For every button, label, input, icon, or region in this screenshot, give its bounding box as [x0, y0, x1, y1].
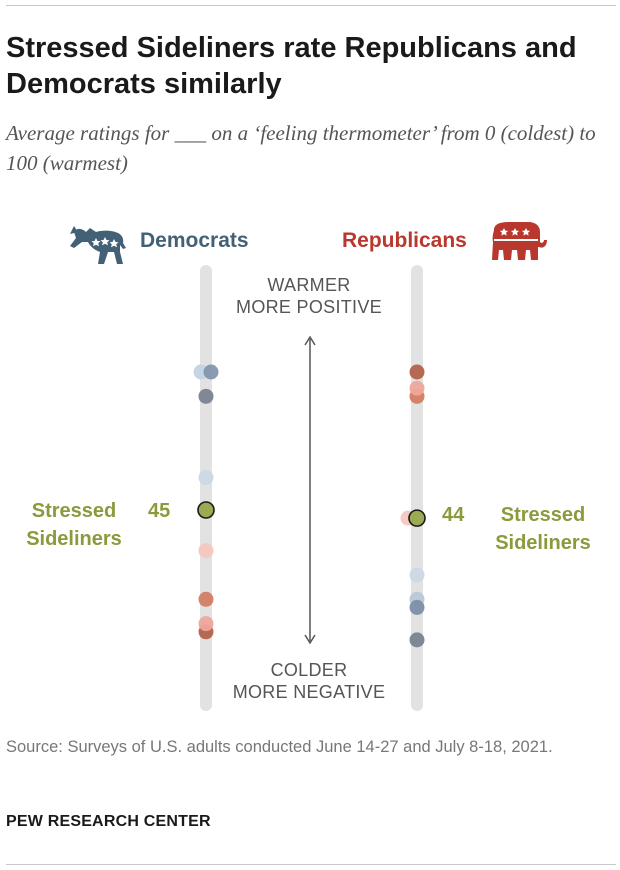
colder-note: COLDER MORE NEGATIVE — [219, 659, 399, 703]
chart-title: Stressed Sideliners rate Republicans and… — [6, 32, 577, 100]
republicans-group-label: Stressed Sideliners — [495, 504, 591, 554]
dot-republicans-highlight — [408, 509, 426, 527]
bottom-rule — [6, 864, 616, 865]
footer-brand: PEW RESEARCH CENTER — [6, 813, 211, 830]
democrats-highlight-value: 45 — [148, 500, 171, 522]
democrats-group-label: Stressed Sideliners — [26, 500, 122, 550]
dot-republicans-2 — [409, 380, 425, 396]
chart-subtitle: Average ratings for ___ on a ‘feeling th… — [6, 121, 596, 175]
dot-republicans-8 — [409, 632, 425, 648]
colder-note-line1: COLDER — [270, 660, 348, 680]
top-rule — [6, 5, 616, 6]
colder-note-line2: MORE NEGATIVE — [232, 682, 386, 702]
dot-republicans-0 — [409, 364, 425, 380]
dot-democrats-3 — [198, 470, 214, 486]
warmer-note: WARMER MORE POSITIVE — [219, 274, 399, 318]
warmer-note-line1: WARMER — [267, 275, 351, 295]
elephant-icon — [492, 222, 547, 260]
dot-democrats-1 — [203, 364, 219, 380]
democrats-label: Democrats — [140, 229, 249, 252]
source-note: Source: Surveys of U.S. adults conducted… — [6, 738, 553, 756]
republicans-highlight-value: 44 — [442, 504, 465, 526]
donkey-icon — [70, 226, 126, 264]
dot-republicans-7 — [409, 599, 425, 615]
warmer-colder-arrow — [304, 335, 316, 645]
republicans-label: Republicans — [342, 229, 467, 252]
dot-democrats-6 — [198, 591, 214, 607]
dot-democrats-5 — [198, 543, 214, 559]
warmer-note-line2: MORE POSITIVE — [236, 297, 382, 317]
dot-democrats-highlight — [197, 501, 215, 519]
dot-republicans-5 — [409, 567, 425, 583]
dot-democrats-2 — [198, 388, 214, 404]
dot-democrats-8 — [198, 616, 214, 632]
